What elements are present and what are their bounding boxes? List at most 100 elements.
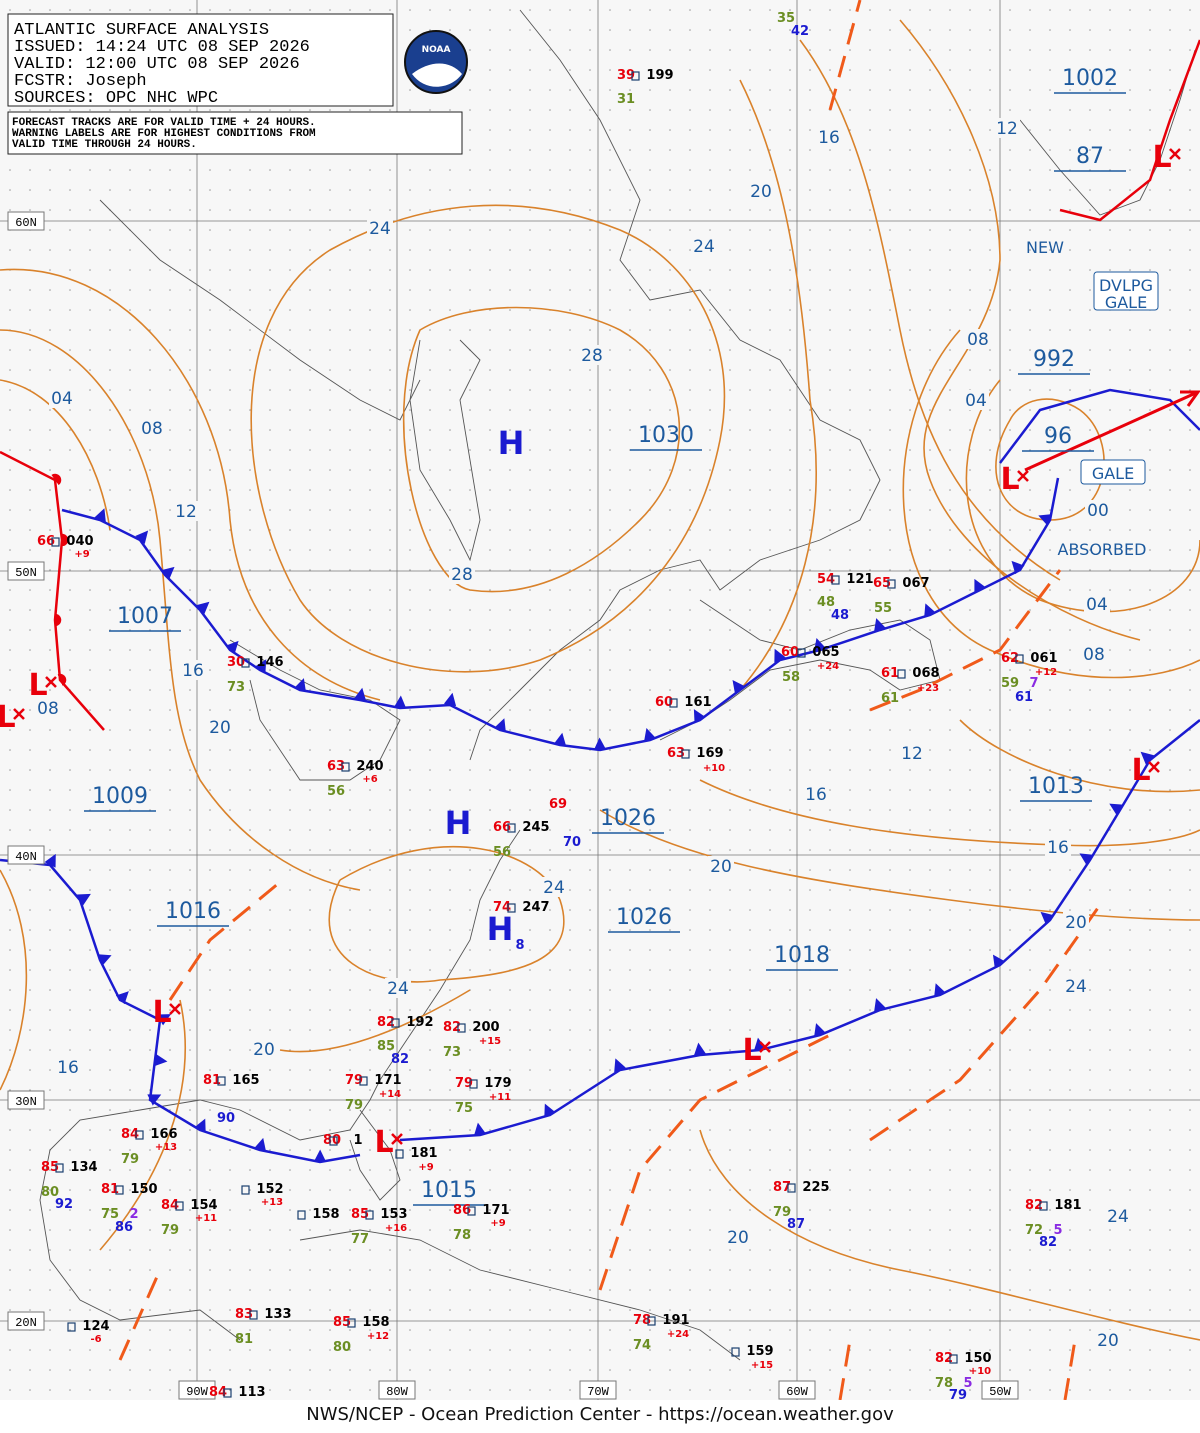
station-wave: 5	[963, 1376, 972, 1391]
lat-label: 50N	[15, 566, 37, 580]
station-temp: +10	[703, 763, 725, 774]
station-temp: +24	[667, 1329, 689, 1340]
station-temp: 66	[37, 534, 55, 549]
isobar-label: 20	[727, 1228, 749, 1248]
isobar-label-bg	[139, 418, 165, 438]
station-dew: 80	[333, 1340, 351, 1355]
station-symbol	[831, 575, 840, 585]
station-symbol	[217, 1076, 226, 1086]
low-center: L	[1152, 140, 1171, 175]
pressure-center: 96	[1044, 424, 1072, 449]
isobar-label: 24	[543, 878, 565, 898]
pressure-center: 992	[1033, 347, 1075, 372]
header-line: FCSTR: Joseph	[14, 72, 147, 91]
station-temp: +12	[367, 1331, 389, 1342]
lat-label-box	[7, 561, 45, 581]
station-symbol	[469, 1079, 478, 1089]
station-dew: 79	[773, 1205, 791, 1220]
station-dew: 58	[782, 670, 800, 685]
station-symbol	[51, 537, 60, 547]
low-x	[391, 1133, 403, 1145]
station-symbol	[457, 1023, 466, 1033]
station-temp: +14	[379, 1089, 401, 1100]
station-symbol	[647, 1316, 656, 1326]
low-x	[1017, 470, 1029, 482]
station-temp: +11	[489, 1092, 511, 1103]
station-symbol	[797, 648, 806, 658]
station-sea: 79	[949, 1388, 967, 1403]
station-dew: 79	[345, 1098, 363, 1113]
isobar-label: 12	[996, 119, 1018, 139]
station-dew: 31	[617, 92, 635, 107]
pressure-center: 1030	[638, 423, 694, 448]
station-sea: 42	[791, 24, 809, 39]
station-sea: 48	[831, 608, 849, 623]
isobar-label: 20	[1065, 913, 1087, 933]
station-temp: 85	[333, 1315, 351, 1330]
isobar-label: 08	[967, 330, 989, 350]
station-symbol	[669, 698, 678, 708]
lat-label: 30N	[15, 1095, 37, 1109]
isobar-label-bg	[963, 390, 989, 410]
isobar-label-bg	[541, 877, 567, 897]
station-temp: 79	[345, 1073, 363, 1088]
isobar-label: 16	[182, 661, 204, 681]
station-pressure: 121	[846, 572, 873, 587]
station-pressure: 150	[130, 1182, 157, 1197]
footer: NWS/NCEP - Ocean Prediction Center - htt…	[306, 1404, 894, 1425]
pressure-center: 87	[1076, 144, 1104, 169]
isobar-label-bg	[691, 236, 717, 256]
station-pressure: 134	[70, 1160, 97, 1175]
station-pressure: 199	[646, 68, 673, 83]
station-temp: 83	[235, 1307, 253, 1322]
isobar-label: 04	[965, 391, 987, 411]
header-line: VALID: 12:00 UTC 08 SEP 2026	[14, 55, 300, 74]
station-symbol	[467, 1206, 476, 1216]
station-temp: 65	[873, 576, 891, 591]
station-temp: +6	[362, 774, 377, 785]
isobar-label: 20	[710, 857, 732, 877]
isobar-label-bg	[899, 743, 925, 763]
station-symbol	[949, 1354, 958, 1364]
note-line: VALID TIME THROUGH 24 HOURS.	[12, 139, 197, 151]
isobar-label-bg	[748, 181, 774, 201]
station-dew: 78	[935, 1376, 953, 1391]
isobar-label-bg	[385, 978, 411, 998]
station-symbol	[297, 1210, 306, 1220]
lon-label: 90W	[186, 1385, 208, 1399]
station-temp: 69	[549, 797, 567, 812]
lon-label-box	[778, 1380, 816, 1400]
station-dew: 79	[121, 1152, 139, 1167]
station-temp: 81	[203, 1073, 221, 1088]
isobar-label-bg	[994, 118, 1020, 138]
station-dew: 48	[817, 595, 835, 610]
lon-label-box	[579, 1380, 617, 1400]
station-pressure: 171	[374, 1073, 401, 1088]
warning-box	[1093, 271, 1159, 311]
isobar-label-bg	[449, 564, 475, 584]
warning-label: GALE	[1105, 293, 1147, 312]
isobar-label-bg	[1081, 644, 1107, 664]
station-temp: 74	[493, 900, 511, 915]
station-temp: 30	[227, 655, 245, 670]
station-temp: +23	[917, 683, 939, 694]
isobar-label-bg	[1084, 594, 1110, 614]
low-center: L	[152, 995, 171, 1030]
isobar-label-bg	[579, 345, 605, 365]
station-temp: 84	[209, 1385, 227, 1400]
isobar-label: 08	[37, 699, 59, 719]
lon-label-box	[378, 1380, 416, 1400]
lat-label: 60N	[15, 216, 37, 230]
low-x	[1169, 148, 1181, 160]
header-line: ISSUED: 14:24 UTC 08 SEP 2026	[14, 38, 310, 57]
low-x	[169, 1003, 181, 1015]
pressure-center: 1015	[421, 1178, 477, 1203]
station-temp: +16	[385, 1223, 407, 1234]
station-symbol	[507, 823, 516, 833]
note-box	[7, 111, 463, 155]
station-pressure: 040	[66, 534, 93, 549]
station-sea: 82	[1039, 1235, 1057, 1250]
station-temp: 60	[781, 645, 799, 660]
station-temp: 54	[817, 572, 835, 587]
lat-label-box	[7, 1311, 45, 1331]
